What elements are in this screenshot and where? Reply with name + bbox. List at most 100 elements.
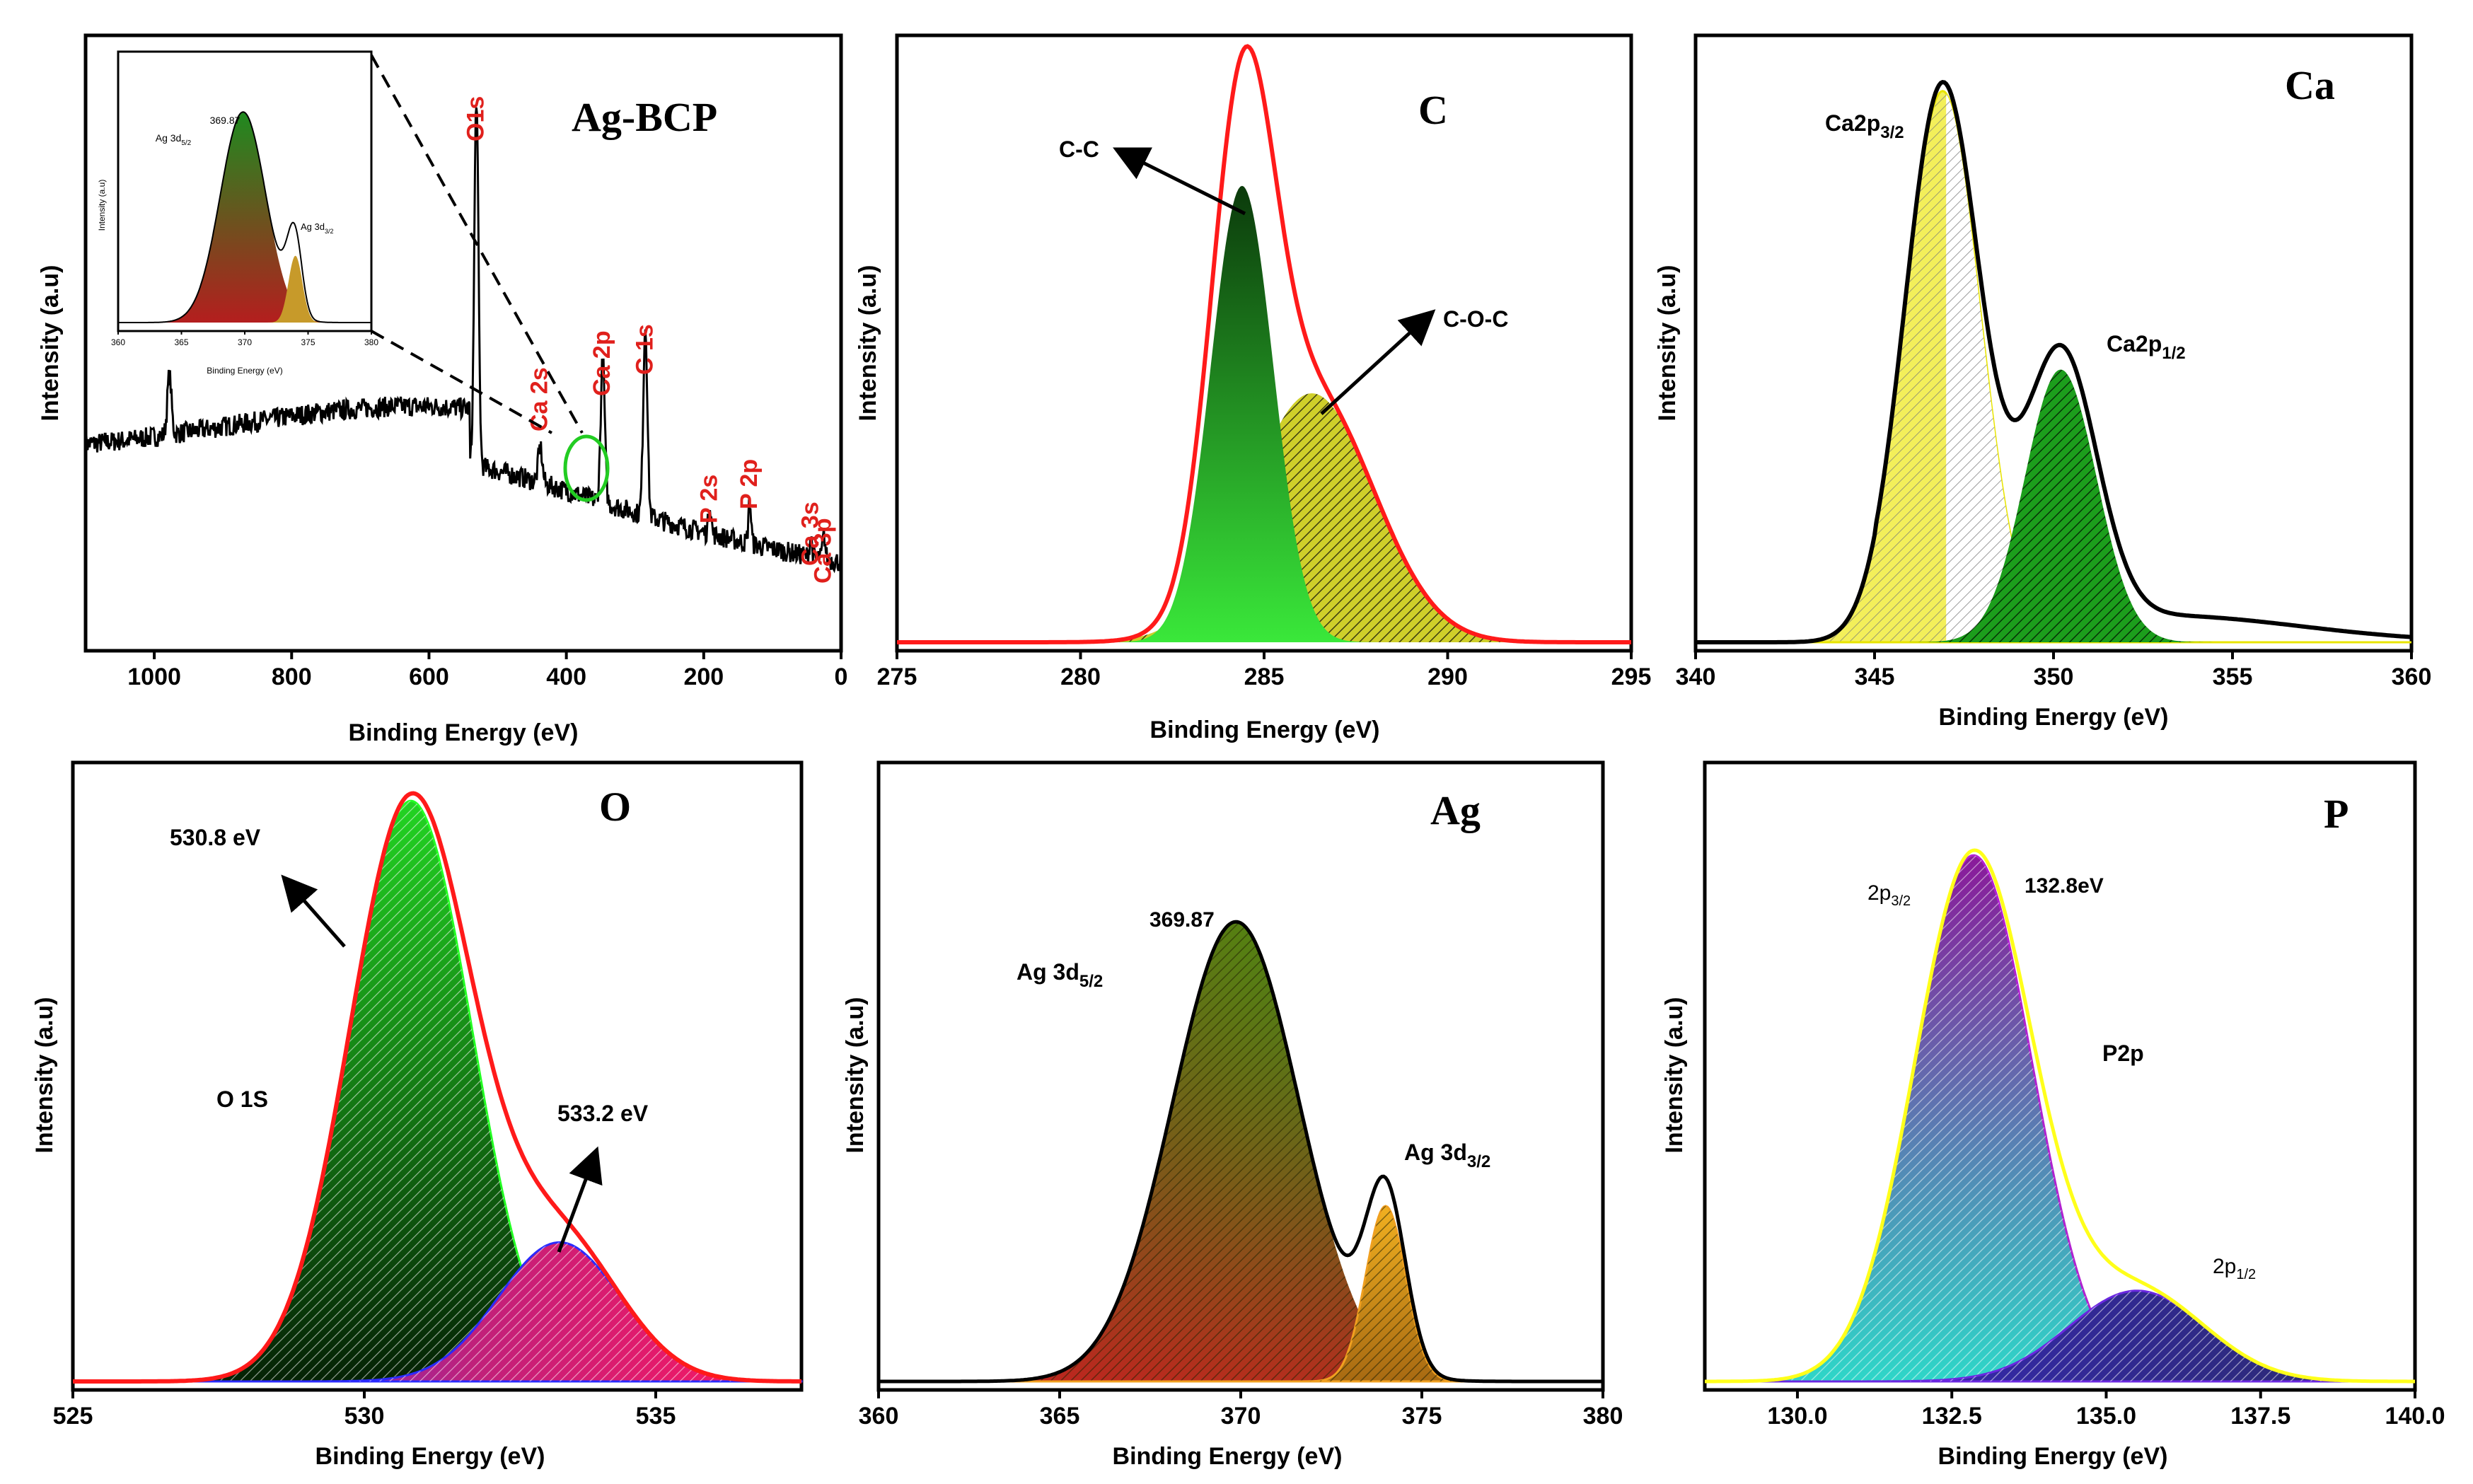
ag-peak-value: 369.87: [1149, 908, 1215, 932]
x-tick-label: 275: [877, 663, 917, 690]
x-tick-label: 285: [1244, 663, 1285, 690]
x-tick-label: 280: [1060, 663, 1101, 690]
x-tick-label: 365: [1040, 1403, 1080, 1430]
x-tick-label: 135.0: [2076, 1403, 2136, 1430]
survey-x-label: Binding Energy (eV): [349, 719, 579, 746]
o-frame: [71, 760, 804, 1392]
inset-label-main: Ag 3d5/2: [156, 132, 192, 147]
ca-envelope-line: [1696, 79, 2412, 644]
o-panel: 525 530 535 O 530.8 eV 533.2 eV O 1S Bindi…: [31, 784, 803, 1470]
c-x-label: Binding Energy (eV): [1150, 717, 1380, 743]
x-tick-label: 375: [1402, 1403, 1442, 1430]
o-arrow-5332: [557, 1146, 603, 1253]
o-530-hatch: [73, 801, 801, 1381]
p-x-label: Binding Energy (eV): [1938, 1443, 2168, 1470]
ag-title: Ag: [1430, 787, 1481, 833]
survey-peak-label: P 2s: [696, 475, 723, 523]
ca-y-label: Intensity (a.u): [1654, 265, 1681, 421]
x-tick-label: 345: [1855, 663, 1895, 690]
c-arrow-coc: [1320, 309, 1436, 415]
inset-x-tick-label: 370: [238, 337, 252, 347]
x-tick-label: 600: [409, 663, 449, 690]
x-tick-label: 535: [636, 1403, 676, 1430]
x-tick-label: 290: [1427, 663, 1468, 690]
inset-peak-value: 369.87: [210, 115, 241, 126]
ag-x-label: Binding Energy (eV): [1113, 1443, 1343, 1470]
ag-label-32: Ag 3d3/2: [1404, 1140, 1490, 1171]
p-component-label: P2p: [2102, 1040, 2144, 1066]
p-label-32: 2p3/2: [1867, 881, 1911, 909]
ca2p32-lower-shade: [1946, 93, 2411, 642]
p-y-label: Intensity (a.u): [1661, 997, 1688, 1153]
o-y-label: Intensity (a.u): [31, 997, 58, 1153]
survey-inset: 360 365 370 375 380 369.87 Ag 3d5/2 Ag 3d3/2…: [97, 50, 378, 376]
o-title: O: [599, 784, 631, 830]
c-label-cc: C-C: [1059, 137, 1099, 162]
ag-panel: 360 365 370 375 380 Ag 369.87 Ag 3d5/2 Ag 3d…: [842, 787, 1623, 1470]
inset-x-ticks: 360 365 370 375 380: [111, 331, 378, 347]
survey-peak-label: O1s: [462, 96, 489, 141]
o-533-hatch: [73, 1242, 801, 1381]
ag-y-label: Intensity (a.u): [842, 997, 869, 1153]
p-peak-value: 132.8eV: [2025, 874, 2104, 898]
x-tick-label: 130.0: [1767, 1403, 1827, 1430]
inset-x-tick-label: 360: [111, 337, 125, 347]
o-label-5308: 530.8 eV: [170, 825, 261, 850]
x-tick-label: 530: [344, 1403, 385, 1430]
survey-x-ticks: 1000 800 600 400 200 0: [127, 651, 847, 690]
x-tick-label: 350: [2034, 663, 2074, 690]
ca-label-12: Ca2p1/2: [2107, 331, 2186, 363]
x-tick-label: 355: [2213, 663, 2253, 690]
x-tick-label: 1000: [127, 663, 181, 690]
ag-envelope-line: [879, 920, 1603, 1384]
c-panel: 275 280 285 290 295 C C-C C-O-C Binding Ener…: [855, 44, 1652, 743]
inset-label-minor: Ag 3d3/2: [301, 221, 334, 235]
inset-ag-3d52-peak: [118, 112, 371, 323]
p-label-12: 2p1/2: [2213, 1255, 2256, 1282]
c-c-component: [897, 185, 1631, 642]
c-x-ticks: 275 280 285 290 295: [877, 651, 1652, 690]
zoom-line-top: [370, 54, 584, 434]
x-tick-label: 800: [272, 663, 312, 690]
ca-x-ticks: 340 345 350 355 360: [1676, 651, 2431, 690]
c-label-coc: C-O-C: [1443, 306, 1508, 332]
zoom-line-bottom: [371, 330, 552, 434]
o-x-ticks: 525 530 535: [53, 1390, 676, 1430]
c-title: C: [1418, 87, 1448, 133]
c-y-label: Intensity (a.u): [855, 265, 881, 421]
c-envelope-line: [897, 44, 1631, 644]
o-component-label: O 1S: [216, 1086, 268, 1112]
ca-x-label: Binding Energy (eV): [1939, 704, 2169, 731]
survey-peak-label: C 1s: [631, 324, 658, 375]
ag-3d52-hatch: [879, 922, 1603, 1381]
inset-y-label: Intensity (a.u): [97, 180, 107, 231]
p-2p32-hatch: [1705, 855, 2415, 1381]
inset-envelope-line: [118, 111, 371, 323]
o-x-label: Binding Energy (eV): [315, 1443, 545, 1470]
survey-title: Ag-BCP: [572, 94, 717, 140]
survey-peak-label: P 2p: [736, 459, 763, 509]
survey-peak-label: Ca 2p: [589, 330, 615, 396]
survey-spectrum-line: [84, 107, 842, 574]
p-panel: 130.0 132.5 135.0 137.5 140.0 P 132.8eV P2p …: [1661, 791, 2445, 1470]
p-envelope-line: [1705, 848, 2415, 1384]
x-tick-label: 525: [53, 1403, 93, 1430]
ag-region-circle: [563, 434, 610, 502]
survey-frame: [83, 33, 843, 653]
ca2p12-component: [1696, 369, 2411, 642]
survey-peak-label: Ca 3s: [797, 502, 823, 566]
inset-x-tick-label: 375: [301, 337, 315, 347]
ag-label-52: Ag 3d5/2: [1017, 959, 1103, 991]
survey-peak-label: Ca 3p: [810, 518, 837, 584]
x-tick-label: 370: [1221, 1403, 1261, 1430]
ag-x-ticks: 360 365 370 375 380: [859, 1390, 1623, 1430]
p-x-ticks: 130.0 132.5 135.0 137.5 140.0: [1767, 1390, 2445, 1430]
ca-title: Ca: [2285, 62, 2335, 108]
p-frame: [1703, 760, 2417, 1392]
inset-x-tick-label: 380: [364, 337, 378, 347]
survey-y-label: Intensity (a.u): [37, 265, 64, 421]
x-tick-label: 295: [1611, 663, 1652, 690]
